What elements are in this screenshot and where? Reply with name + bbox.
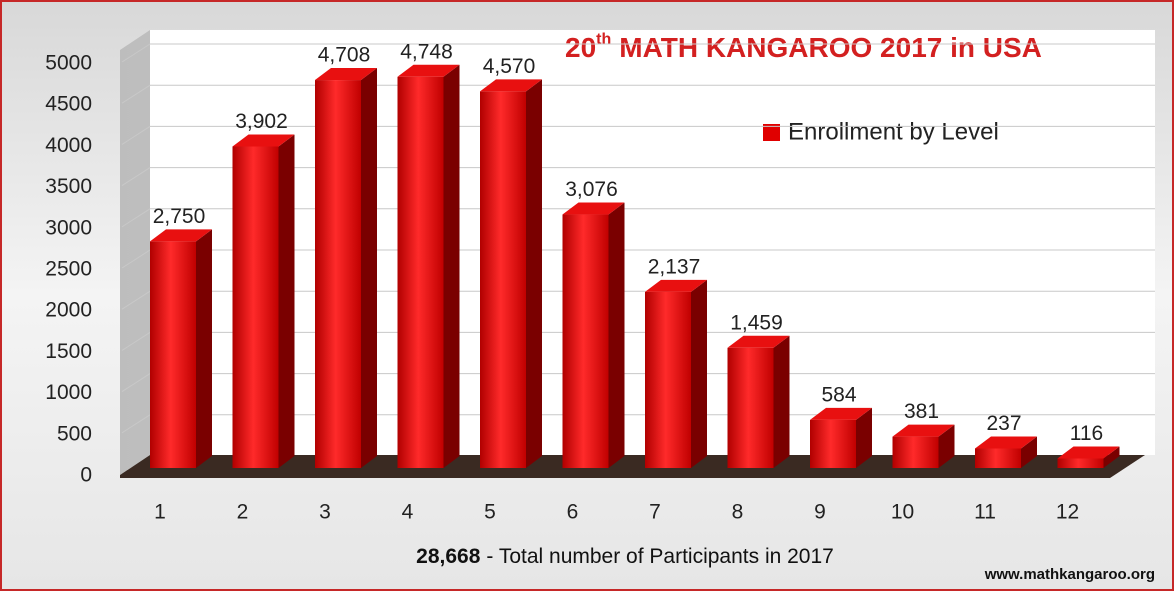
y-tick-label: 3500: [45, 175, 92, 198]
bar-top: [562, 202, 625, 215]
x-tick-label: 11: [974, 501, 996, 524]
y-tick-label: 500: [57, 422, 92, 445]
y-tick-label: 5000: [45, 52, 92, 75]
bar-top: [315, 68, 377, 81]
bar-side: [361, 68, 377, 469]
bar: [562, 214, 609, 468]
bar-side: [1103, 446, 1120, 468]
x-tick-label: 1: [154, 501, 166, 524]
x-tick-label: 12: [1056, 501, 1079, 524]
grid-line-side: [121, 125, 151, 145]
y-tick-label: 3000: [45, 216, 92, 239]
grid-line-side: [121, 43, 151, 63]
bar: [1057, 458, 1104, 468]
bar-top: [232, 134, 295, 147]
bar-side: [196, 229, 212, 468]
bar: [397, 76, 444, 468]
grid-line-side: [121, 414, 151, 434]
grid-line-side: [121, 373, 151, 393]
bar: [810, 419, 856, 468]
bar-side: [608, 202, 625, 468]
value-label: 3,902: [235, 110, 288, 133]
y-tick-label: 0: [80, 464, 92, 487]
bar: [480, 91, 526, 468]
value-label: 2,750: [153, 205, 206, 228]
bar-side: [773, 335, 790, 468]
title-rest: MATH KANGAROO 2017 in USA: [619, 32, 1042, 63]
x-label-total: 28,668: [416, 545, 481, 568]
bar-side: [526, 79, 542, 468]
x-tick-label: 7: [649, 501, 661, 524]
y-tick-label: 1000: [45, 381, 92, 404]
bar-top: [1057, 446, 1120, 459]
x-tick-label: 3: [319, 501, 331, 524]
value-label: 1,459: [730, 311, 783, 334]
y-tick-label: 4000: [45, 134, 92, 157]
bar-side: [938, 424, 955, 468]
value-label: 3,076: [565, 178, 618, 201]
bar-top: [892, 424, 955, 437]
x-tick-label: 4: [402, 501, 414, 524]
grid-line-side: [121, 249, 151, 269]
bar: [645, 291, 691, 468]
bar-top: [645, 279, 707, 292]
x-tick-label: 10: [891, 501, 914, 524]
bar-side: [1021, 436, 1037, 468]
legend-swatch: [763, 124, 780, 141]
bar: [892, 436, 939, 468]
grid-line-side: [121, 290, 151, 310]
value-label: 237: [986, 412, 1021, 435]
title-number: 20: [565, 32, 596, 63]
title-suffix: th: [596, 31, 611, 48]
footer: www.mathkangaroo.org: [984, 566, 1155, 583]
bar-side: [856, 407, 872, 468]
y-tick-label: 2500: [45, 258, 92, 281]
bar: [975, 448, 1021, 468]
value-label: 4,570: [483, 55, 536, 78]
grid-line-side: [121, 331, 151, 351]
y-tick-label: 1500: [45, 340, 92, 363]
x-tick-label: 9: [814, 501, 826, 524]
floor: [120, 455, 1145, 478]
bar-top: [150, 229, 212, 242]
legend-label: Enrollment by Level: [788, 118, 999, 145]
value-label: 4,708: [318, 44, 371, 67]
value-label: 381: [904, 400, 939, 423]
x-tick-label: 6: [567, 501, 579, 524]
bar: [315, 80, 361, 469]
y-tick-label: 4500: [45, 93, 92, 116]
bar-side: [278, 134, 295, 468]
bar-top: [480, 79, 542, 92]
x-tick-label: 8: [732, 501, 744, 524]
grid-line-side: [121, 84, 151, 104]
chart-title: 20th MATH KANGAROO 2017 in USA: [565, 31, 1042, 63]
bar-top: [975, 436, 1037, 449]
value-label: 584: [821, 383, 856, 406]
bar: [232, 146, 279, 468]
x-tick-label: 2: [237, 501, 249, 524]
bar-top: [810, 407, 872, 420]
x-axis-label: 28,668- Total number of Participants in …: [416, 545, 834, 568]
bar: [150, 241, 196, 468]
x-tick-label: 5: [484, 501, 496, 524]
x-label-text: - Total number of Participants in 2017: [486, 545, 833, 568]
value-label: 2,137: [648, 255, 701, 278]
grid-line-side: [121, 167, 151, 187]
bar-side: [691, 279, 707, 468]
value-label: 116: [1070, 422, 1103, 445]
value-label: 4,748: [400, 40, 453, 63]
bar: [727, 347, 774, 468]
grid-line-side: [121, 208, 151, 228]
bar-top: [397, 64, 460, 77]
bar-top: [727, 335, 790, 348]
y-tick-label: 2000: [45, 299, 92, 322]
bar-side: [443, 64, 460, 468]
